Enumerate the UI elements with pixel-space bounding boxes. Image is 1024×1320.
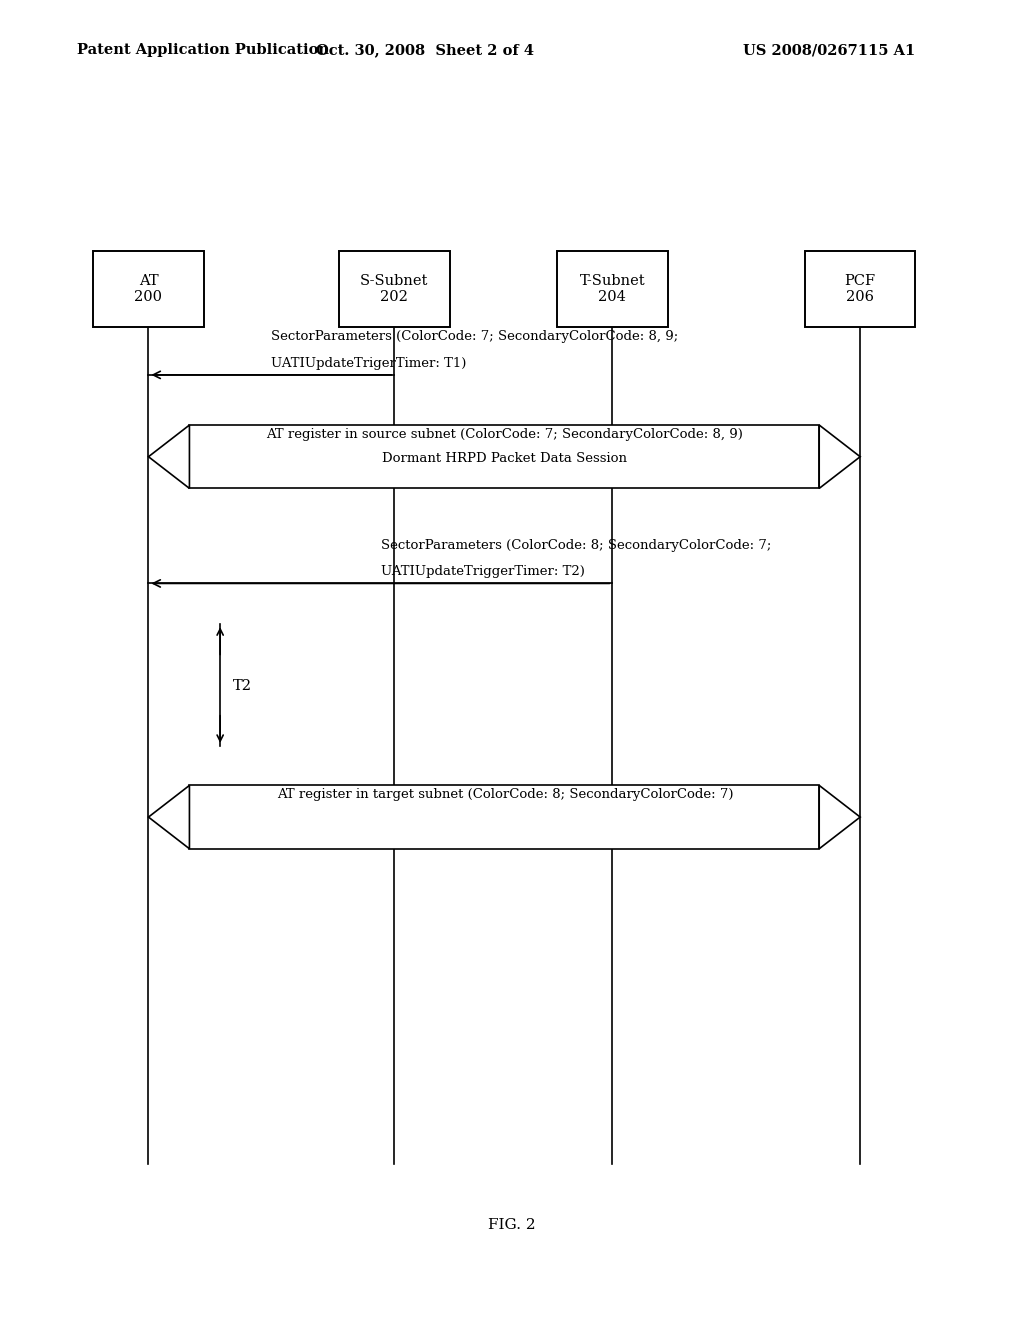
Text: Dormant HRPD Packet Data Session: Dormant HRPD Packet Data Session: [382, 451, 628, 465]
Polygon shape: [819, 785, 860, 849]
Bar: [805, 251, 915, 327]
Polygon shape: [148, 785, 189, 849]
Text: AT register in target subnet (ColorCode: 8; SecondaryColorCode: 7): AT register in target subnet (ColorCode:…: [276, 788, 733, 801]
Bar: [189, 425, 819, 488]
Text: SectorParameters (ColorCode: 8; SecondaryColorCode: 7;: SectorParameters (ColorCode: 8; Secondar…: [381, 539, 771, 552]
Text: AT register in source subnet (ColorCode: 7; SecondaryColorCode: 8, 9): AT register in source subnet (ColorCode:…: [266, 428, 743, 441]
Text: FIG. 2: FIG. 2: [488, 1218, 536, 1232]
Bar: [93, 251, 204, 327]
Text: UATIUpdateTrigerTimer: T1): UATIUpdateTrigerTimer: T1): [271, 356, 467, 370]
Text: Patent Application Publication: Patent Application Publication: [77, 44, 329, 57]
Text: PCF
206: PCF 206: [845, 275, 876, 304]
Text: Oct. 30, 2008  Sheet 2 of 4: Oct. 30, 2008 Sheet 2 of 4: [316, 44, 534, 57]
Bar: [557, 251, 668, 327]
Polygon shape: [148, 425, 189, 488]
Text: SectorParameters (ColorCode: 7; SecondaryColorCode: 8, 9;: SectorParameters (ColorCode: 7; Secondar…: [271, 330, 679, 343]
Text: T2: T2: [232, 680, 252, 693]
Bar: [189, 785, 819, 849]
Text: S-Subnet
202: S-Subnet 202: [360, 275, 428, 304]
Text: US 2008/0267115 A1: US 2008/0267115 A1: [743, 44, 915, 57]
Polygon shape: [819, 425, 860, 488]
Text: UATIUpdateTriggerTimer: T2): UATIUpdateTriggerTimer: T2): [381, 565, 585, 578]
Bar: [339, 251, 450, 327]
Text: T-Subnet
204: T-Subnet 204: [580, 275, 645, 304]
Text: AT
200: AT 200: [134, 275, 163, 304]
